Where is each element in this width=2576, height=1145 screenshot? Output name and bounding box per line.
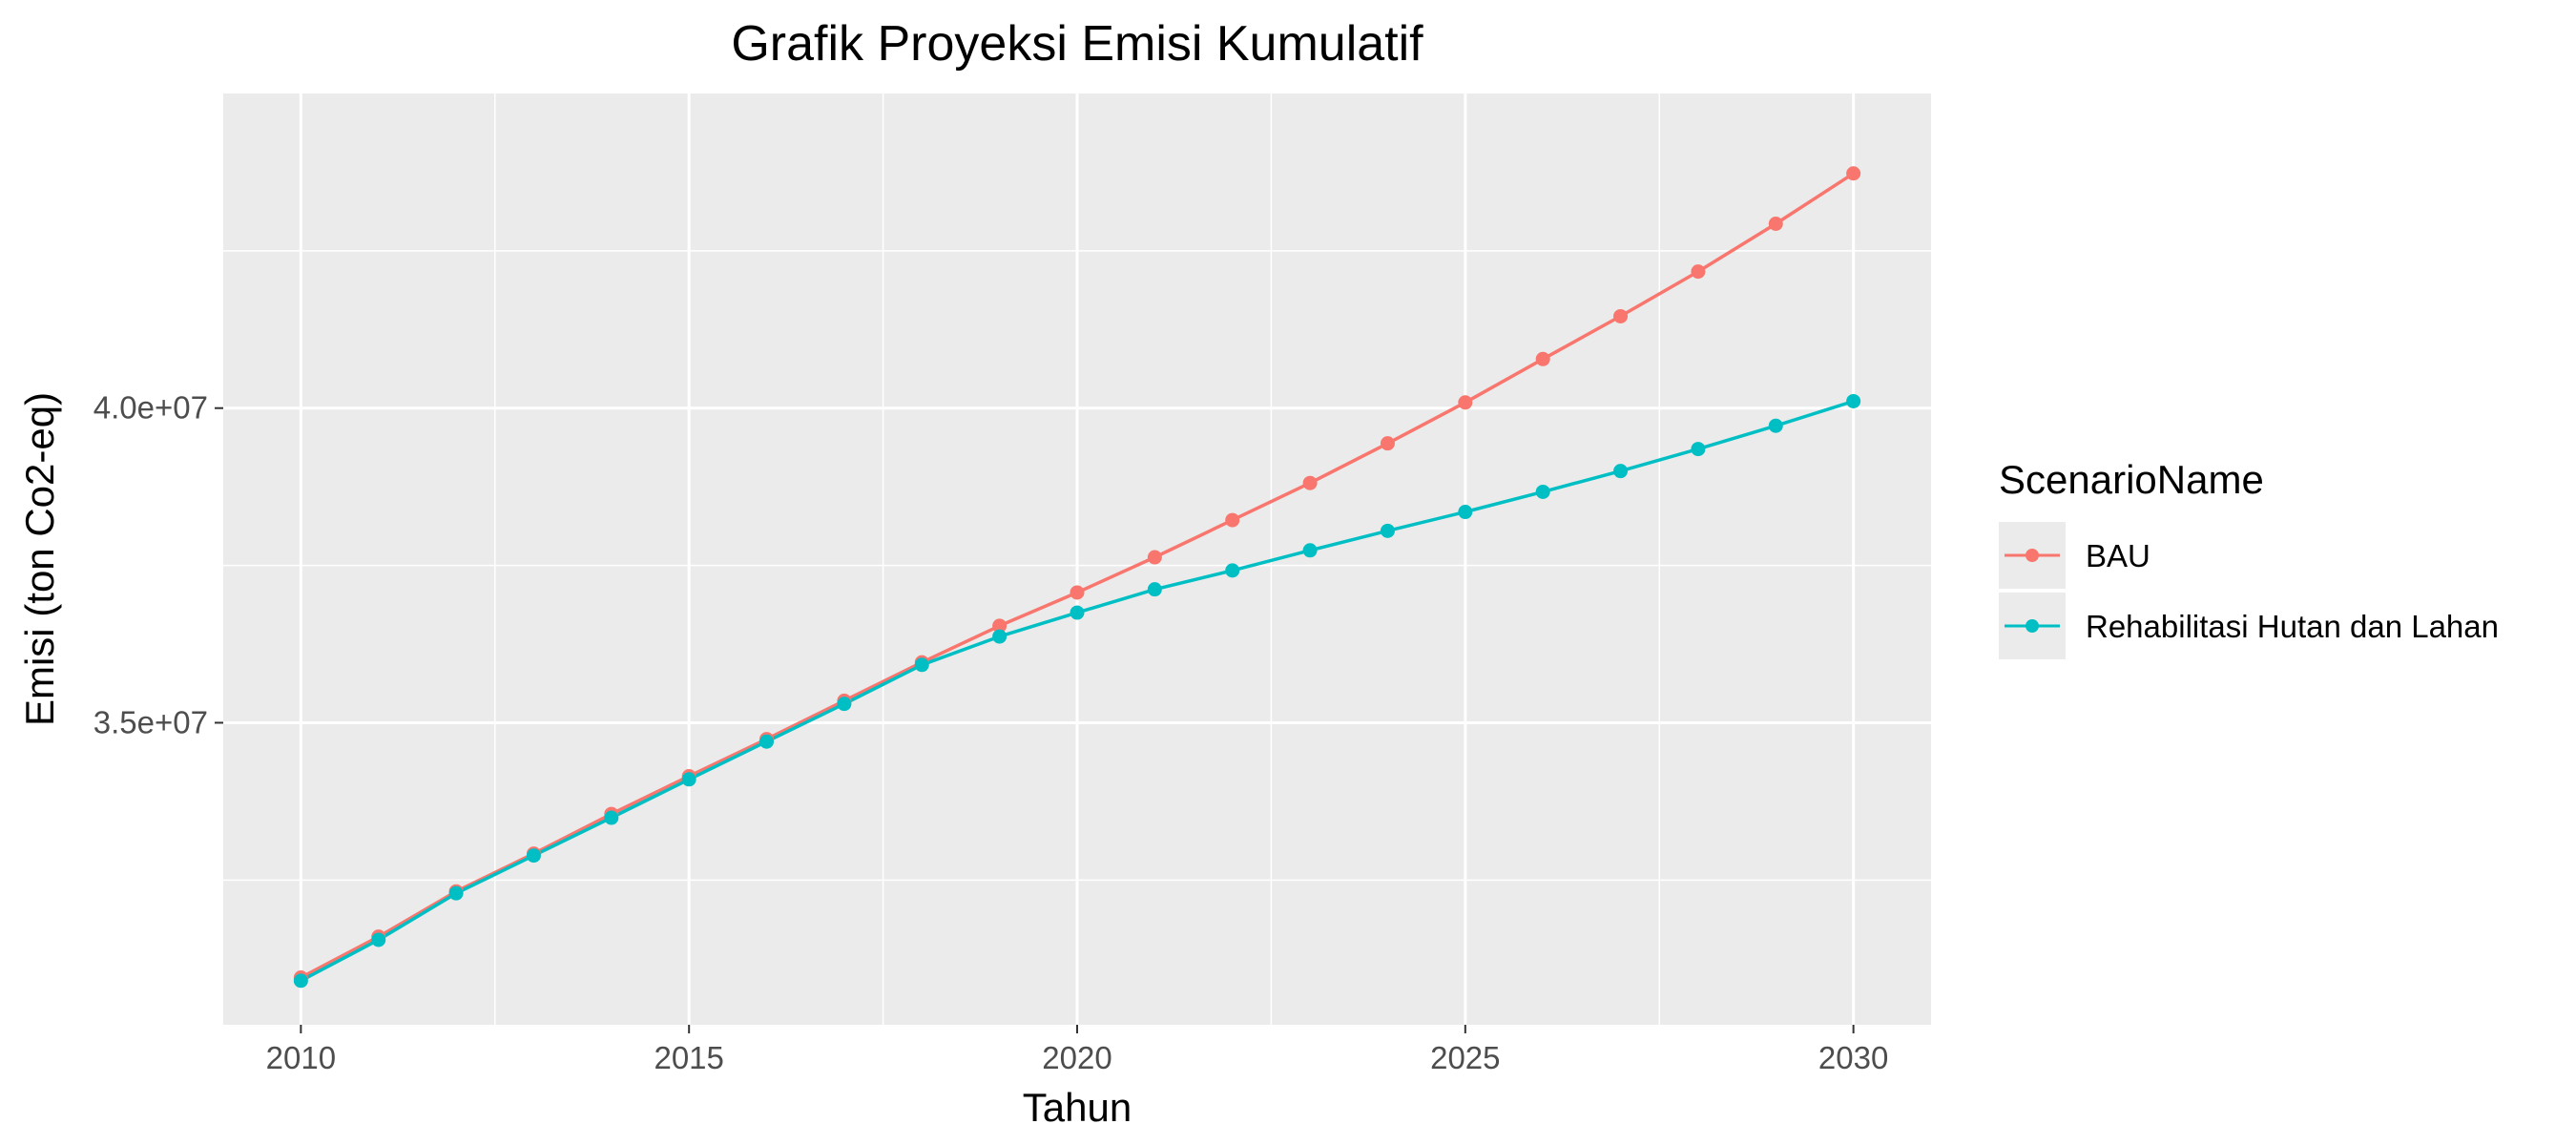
x-tick-label: 2015 (654, 1040, 723, 1075)
legend-label-bau: BAU (2086, 538, 2150, 573)
data-point-rehabilitasi (1380, 523, 1395, 538)
data-point-bau (1535, 351, 1550, 366)
data-point-rehabilitasi (1302, 543, 1318, 558)
data-point-rehabilitasi (759, 734, 775, 749)
data-point-rehabilitasi (448, 885, 464, 901)
grid-major (223, 94, 1931, 1025)
y-axis: 3.5e+07 4.0e+07 (93, 390, 223, 739)
data-point-rehabilitasi (681, 772, 696, 787)
x-tick-label: 2025 (1430, 1040, 1500, 1075)
legend-item-bau: BAU (1999, 522, 2150, 589)
y-tick-label: 4.0e+07 (93, 390, 208, 426)
data-point-rehabilitasi (992, 629, 1008, 644)
legend: ScenarioName BAU Rehabilitasi Hutan dan … (1999, 457, 2499, 659)
x-tick-label: 2010 (266, 1040, 336, 1075)
data-point-bau (1846, 166, 1861, 181)
data-point-rehabilitasi (1691, 442, 1706, 457)
data-point-rehabilitasi (837, 697, 852, 712)
data-point-bau (1613, 308, 1629, 323)
data-point-bau (992, 618, 1008, 634)
data-point-rehabilitasi (1070, 605, 1085, 620)
x-tick-label: 2030 (1818, 1040, 1888, 1075)
legend-item-rehabilitasi: Rehabilitasi Hutan dan Lahan (1999, 593, 2499, 659)
data-point-rehabilitasi (1613, 464, 1629, 479)
data-point-rehabilitasi (1147, 582, 1162, 597)
data-point-rehabilitasi (293, 973, 308, 989)
data-point-bau (1458, 395, 1473, 410)
data-point-bau (1691, 264, 1706, 280)
data-point-bau (1070, 585, 1085, 600)
y-tick-label: 3.5e+07 (93, 704, 208, 739)
legend-key-point-bau (2025, 549, 2039, 562)
data-point-rehabilitasi (526, 848, 541, 864)
x-axis: 2010 2015 2020 2025 2030 (266, 1025, 1888, 1075)
data-point-rehabilitasi (371, 932, 386, 947)
x-tick-label: 2020 (1042, 1040, 1111, 1075)
x-axis-title: Tahun (1023, 1085, 1132, 1130)
data-point-bau (1147, 550, 1162, 565)
series-layer (293, 166, 1861, 989)
legend-title: ScenarioName (1999, 457, 2264, 502)
data-point-rehabilitasi (1768, 418, 1783, 433)
data-point-bau (1225, 512, 1240, 528)
data-point-rehabilitasi (1535, 484, 1550, 499)
data-point-bau (1768, 217, 1783, 232)
data-point-rehabilitasi (914, 657, 929, 673)
y-axis-title: Emisi (ton Co2-eq) (17, 392, 62, 726)
legend-label-rehabilitasi: Rehabilitasi Hutan dan Lahan (2086, 609, 2499, 644)
data-point-rehabilitasi (1846, 393, 1861, 408)
legend-key-point-rehabilitasi (2025, 619, 2039, 633)
data-point-rehabilitasi (1458, 505, 1473, 520)
chart-title: Grafik Proyeksi Emisi Kumulatif (731, 16, 1423, 72)
data-point-rehabilitasi (1225, 563, 1240, 578)
data-point-bau (1302, 475, 1318, 490)
data-point-bau (1380, 436, 1395, 451)
data-point-rehabilitasi (604, 810, 619, 825)
